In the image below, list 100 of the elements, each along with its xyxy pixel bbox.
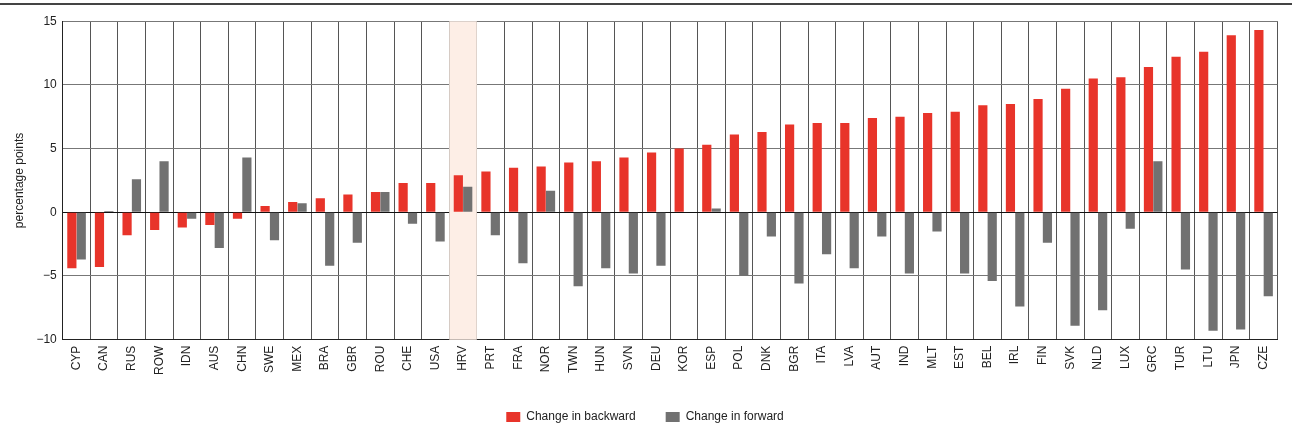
bar [269,212,280,241]
bar [923,112,933,212]
x-tick-label: SWE [262,345,277,374]
bar [821,212,832,255]
x-tick-label: KOR [676,345,691,372]
bar [490,212,500,236]
y-tick-label: −5 [43,268,58,283]
x-tick-label: LTU [1200,345,1215,368]
x-tick-label: ROW [151,345,166,375]
bar [232,212,243,219]
bar [564,162,574,212]
legend-label: Change in forward [685,409,784,424]
x-tick-label: LVA [841,345,856,367]
x-tick-label: NOR [538,345,553,373]
x-tick-label: ROU [372,345,387,373]
bar [297,203,307,212]
bar [536,166,546,212]
y-tick-label: 0 [50,204,58,219]
bar [159,161,169,212]
x-tick-label: TWN [565,345,580,373]
bar [1005,104,1016,212]
bar [591,161,601,212]
y-tick-label: 5 [50,140,58,155]
bar [545,190,556,212]
bar [407,212,418,224]
bar [960,212,970,274]
bar [242,157,252,212]
x-tick-label: BGR [786,345,801,372]
bar [978,105,988,212]
x-tick-label: FIN [1035,345,1050,366]
bar [518,212,528,264]
bar [1180,212,1191,270]
bar [849,212,859,269]
bar [895,116,905,212]
bar [343,194,353,212]
x-tick-label: PRT [482,345,497,370]
bar [131,179,142,212]
bar [1088,78,1098,212]
bar [785,124,795,212]
x-tick-label: DNK [759,345,773,372]
bar [877,212,887,237]
x-tick-label: CYP [68,345,83,371]
bar [1125,212,1135,229]
x-tick-label: RUS [124,345,139,372]
x-tick-label: ITA [814,345,829,364]
legend-label: Change in backward [526,409,636,424]
bar [1153,161,1163,212]
bar [812,123,822,212]
bar [1254,30,1264,212]
x-tick-label: NLD [1090,345,1105,370]
x-tick-label: LUX [1117,345,1132,370]
bar [1033,98,1043,212]
bar [1143,67,1154,212]
bar [619,157,629,212]
x-tick-label: FRA [510,345,525,370]
x-tick-label: ESP [703,345,718,370]
bar [426,182,436,212]
bar [67,212,77,269]
x-tick-label: JPN [1228,345,1243,369]
x-tick-label: CAN [96,345,111,372]
bar [508,167,519,212]
bar [628,212,638,274]
bar [205,212,215,226]
bar [1042,212,1053,243]
x-tick-label: GBR [344,345,359,372]
bar [1061,88,1071,212]
y-axis-title: percentage points [11,132,26,229]
x-tick-label: AUT [869,345,884,370]
bar [214,212,224,248]
bar [840,123,850,212]
bar [177,212,187,228]
bar [766,212,776,237]
bar [656,212,666,266]
bar [288,202,298,212]
x-tick-label: TUR [1173,345,1188,371]
bar [904,212,914,274]
bar [187,212,197,219]
bar [352,212,362,243]
bar [122,212,132,236]
x-tick-label: MEX [289,345,304,372]
x-tick-label: CHE [400,345,415,372]
x-tick-label: IDN [179,345,194,367]
bar [370,191,381,212]
x-tick-label: GRC [1145,345,1160,373]
x-tick-label: CHN [234,345,249,372]
bar [260,205,270,212]
bar [674,148,684,212]
bar [94,212,105,268]
x-tick-label: MLT [924,345,939,369]
bar [757,132,767,212]
bar [702,144,712,212]
x-tick-label: AUS [206,345,221,371]
bar [1226,35,1236,212]
bar [729,134,739,212]
bar [646,152,657,212]
x-tick-label: IRL [1007,345,1022,365]
bar [453,175,463,212]
bar [1171,56,1181,212]
bar [950,111,960,212]
x-tick-label: USA [427,345,442,371]
